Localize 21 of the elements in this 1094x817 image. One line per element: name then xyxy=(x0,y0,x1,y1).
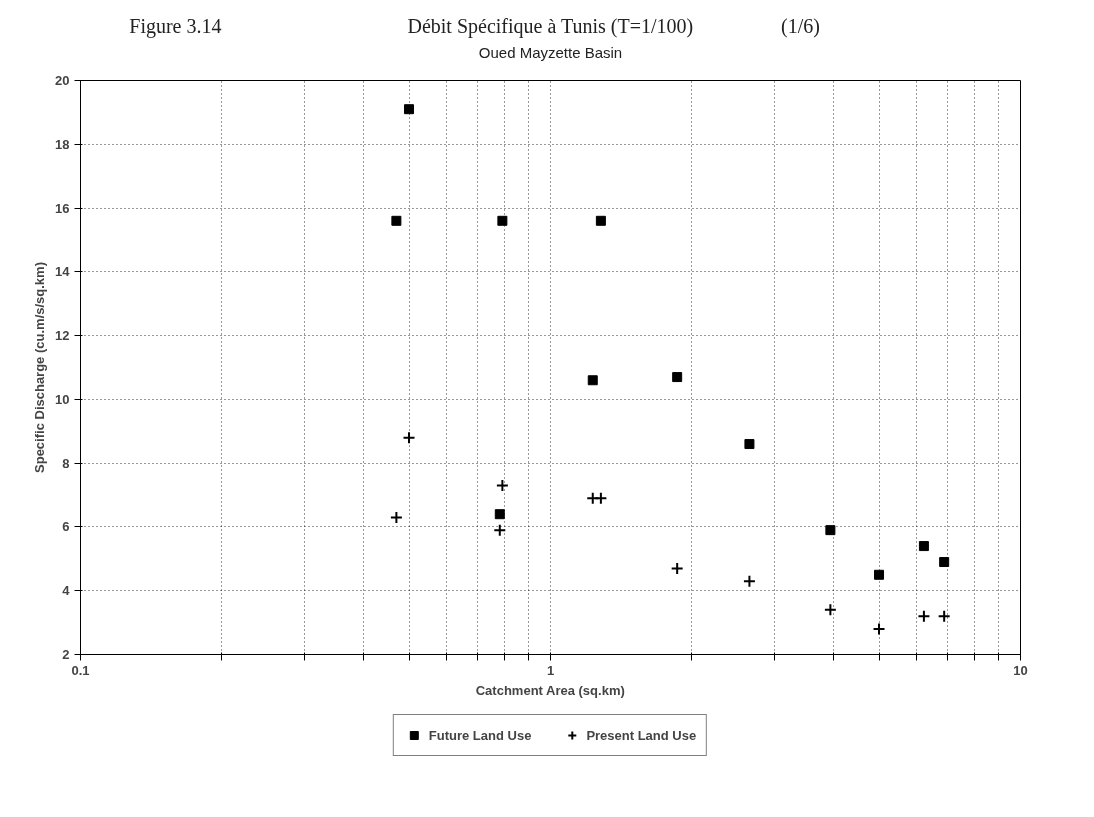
y-tick-label: 14 xyxy=(55,264,71,280)
x-tick-label: 0.1 xyxy=(71,662,90,678)
x-tick-label: 1 xyxy=(546,662,555,678)
text: (1/6) xyxy=(781,14,820,38)
legend-label: Future Land Use xyxy=(428,727,532,743)
y-tick-label: 8 xyxy=(62,455,70,471)
y-tick-label: 4 xyxy=(62,583,71,599)
x-tick-label: 10 xyxy=(1013,662,1028,678)
legend-label: Present Land Use xyxy=(586,727,697,743)
y-tick-label: 2 xyxy=(62,647,70,662)
chart-title: Débit Spécifique à Tunis (T=1/100) xyxy=(407,14,694,38)
y-tick-label: 10 xyxy=(55,391,70,407)
y-tick-label: 20 xyxy=(55,73,70,88)
y-axis-title: Specific Discharge (cu.m/s/sq.km) xyxy=(32,262,48,473)
chart-subtitle: Oued Mayzette Basin xyxy=(478,44,623,61)
y-tick-label: 16 xyxy=(55,200,70,216)
y-tick-label: 12 xyxy=(55,328,70,344)
y-tick-label: 6 xyxy=(62,519,70,535)
caption: Figure 3.14 xyxy=(129,14,222,38)
x-axis-title: Catchment Area (sq.km) xyxy=(475,682,625,698)
y-tick-label: 18 xyxy=(55,136,70,152)
